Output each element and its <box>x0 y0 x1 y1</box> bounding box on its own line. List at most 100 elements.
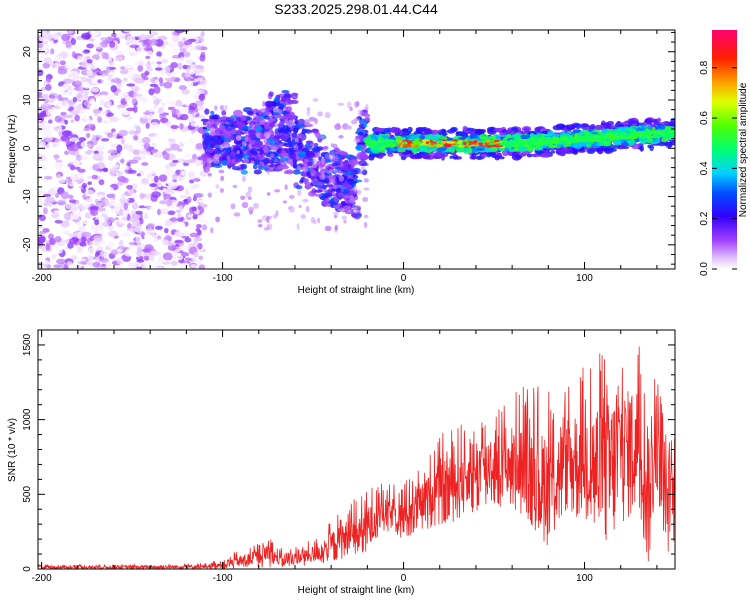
heatmap-cell <box>174 30 185 34</box>
heatmap-cell <box>153 99 160 106</box>
heatmap-cell <box>156 208 162 216</box>
heatmap-cell <box>288 205 295 213</box>
heatmap-cell <box>335 150 345 155</box>
heatmap-cell <box>288 119 296 124</box>
heatmap-cell <box>242 126 252 130</box>
heatmap-cell <box>285 106 293 112</box>
heatmap-cell <box>146 230 155 236</box>
spectrogram-y-tick-label: 0 <box>22 145 33 151</box>
heatmap-cell <box>100 266 107 269</box>
heatmap-cell <box>258 165 266 170</box>
snr-x-tick-label: -100 <box>213 573 233 584</box>
heatmap-cell <box>194 100 205 106</box>
heatmap-cell <box>495 127 504 132</box>
heatmap-cell <box>125 47 131 52</box>
heatmap-cell <box>79 241 87 247</box>
heatmap-cell <box>340 186 345 193</box>
spectrogram-y-label: Frequency (Hz) <box>7 115 18 184</box>
heatmap-cell <box>194 192 204 198</box>
heatmap-cell <box>350 163 356 169</box>
heatmap-cell <box>199 54 206 62</box>
heatmap-cell <box>41 103 50 109</box>
heatmap-cell <box>170 76 176 81</box>
heatmap-cell <box>74 129 84 136</box>
heatmap-cell <box>654 133 662 138</box>
heatmap-cell <box>86 123 94 128</box>
heatmap-cell <box>69 99 75 107</box>
heatmap-cell <box>209 140 217 146</box>
heatmap-cell <box>297 119 305 125</box>
heatmap-cell <box>59 120 65 125</box>
heatmap-cell <box>133 87 138 96</box>
heatmap-cell <box>126 115 133 121</box>
heatmap-cell <box>293 128 298 134</box>
heatmap-cell <box>156 51 163 57</box>
heatmap-cell <box>78 85 84 92</box>
heatmap-cell <box>78 137 87 142</box>
heatmap-cell <box>161 67 166 75</box>
heatmap-cell <box>340 200 346 206</box>
heatmap-cell <box>178 204 184 209</box>
heatmap-cell <box>63 119 69 125</box>
heatmap-cell <box>345 170 355 176</box>
heatmap-cell <box>116 98 122 106</box>
heatmap-cell <box>116 181 124 186</box>
heatmap-cell <box>357 109 362 116</box>
heatmap-cell <box>96 246 104 251</box>
heatmap-cell <box>291 93 298 100</box>
heatmap-cell <box>490 135 497 140</box>
heatmap-cell <box>70 212 80 220</box>
heatmap-cell <box>411 140 419 144</box>
heatmap-cell <box>92 261 101 268</box>
heatmap-cell <box>181 141 191 145</box>
heatmap-cell <box>302 198 309 203</box>
heatmap-cell <box>161 239 169 245</box>
heatmap-cell <box>105 261 112 269</box>
heatmap-cell <box>625 127 635 132</box>
heatmap-cell <box>644 118 653 124</box>
heatmap-cell <box>44 162 55 170</box>
heatmap-cell <box>88 38 95 42</box>
heatmap-cell <box>135 95 145 102</box>
heatmap-cell <box>358 126 366 130</box>
heatmap-cell <box>363 187 370 191</box>
heatmap-cell <box>69 237 79 244</box>
heatmap-cell <box>56 31 63 36</box>
heatmap-cell <box>353 138 361 144</box>
heatmap-cell <box>299 134 307 140</box>
heatmap-cell <box>560 136 565 141</box>
heatmap-cell <box>137 65 144 72</box>
heatmap-cell <box>306 110 311 116</box>
heatmap-cell <box>101 51 107 59</box>
heatmap-cell <box>148 88 155 96</box>
heatmap-cell <box>102 111 108 115</box>
heatmap-cell <box>552 125 563 131</box>
heatmap-cell <box>176 255 184 261</box>
heatmap-cell <box>253 115 260 120</box>
heatmap-cell <box>430 142 435 146</box>
heatmap-cell <box>601 133 606 137</box>
heatmap-cell <box>166 121 172 128</box>
heatmap-cell <box>303 119 310 126</box>
heatmap-cell <box>523 143 527 147</box>
heatmap-cell <box>487 143 496 146</box>
heatmap-cell <box>166 79 175 83</box>
heatmap-cell <box>134 225 143 233</box>
heatmap-cell <box>184 237 192 243</box>
heatmap-cell <box>211 120 215 125</box>
heatmap-cell <box>538 140 543 144</box>
heatmap-cell <box>124 64 133 69</box>
heatmap-cell <box>281 128 292 135</box>
heatmap-cell <box>103 198 109 202</box>
snr-y-tick-label: 1000 <box>22 408 33 431</box>
heatmap-cell <box>402 143 407 147</box>
heatmap-cell <box>225 127 233 132</box>
heatmap-cell <box>56 258 66 265</box>
heatmap-cell <box>80 141 87 148</box>
heatmap-cell <box>60 111 67 116</box>
heatmap-cell <box>188 187 197 195</box>
heatmap-cell <box>364 117 370 122</box>
heatmap-cell <box>83 92 89 99</box>
heatmap-cell <box>204 108 210 115</box>
heatmap-cell <box>76 104 82 110</box>
